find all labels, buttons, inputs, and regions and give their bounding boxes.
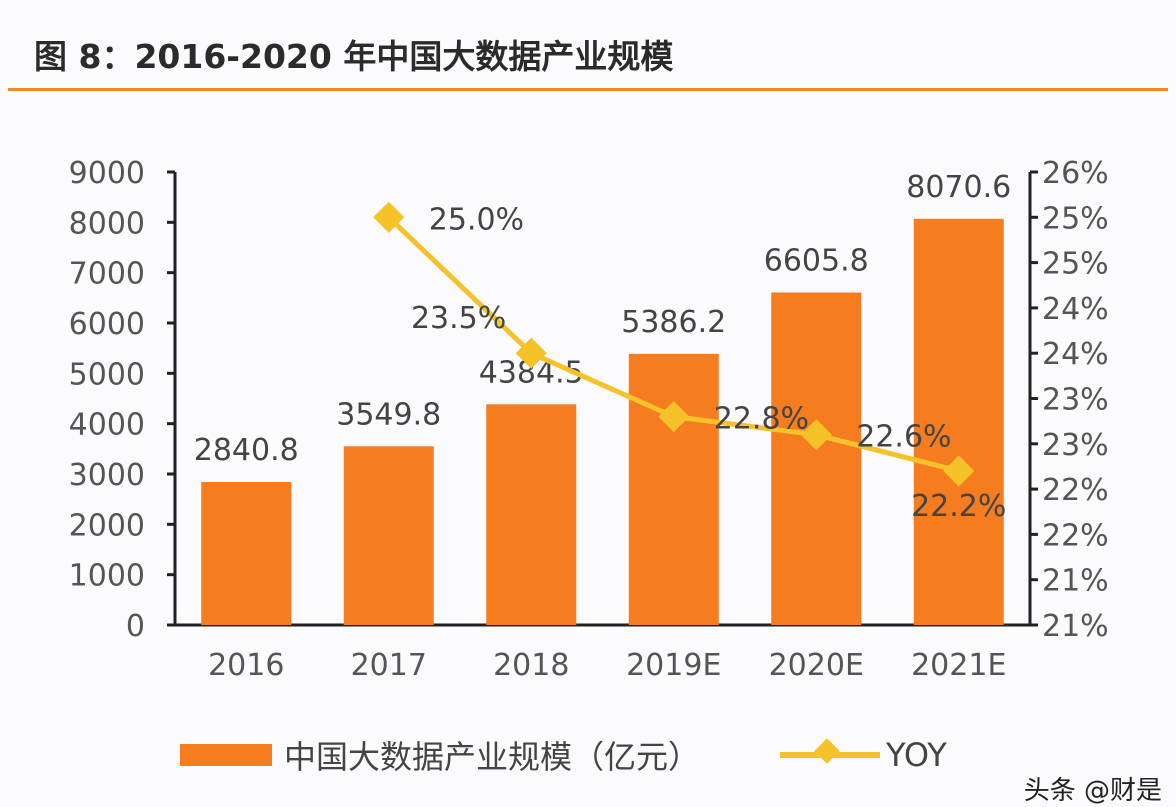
yoy-marker <box>658 401 690 433</box>
bar-value-label: 6605.8 <box>764 244 869 279</box>
right-tick-label: 22% <box>1042 473 1109 508</box>
bar <box>486 404 577 625</box>
legend-bar-swatch <box>180 744 272 766</box>
x-tick-label: 2017 <box>351 648 427 683</box>
x-tick-label: 2016 <box>208 648 284 683</box>
bar <box>628 353 719 625</box>
left-tick-label: 7000 <box>69 257 145 292</box>
left-tick-label: 0 <box>126 609 145 644</box>
yoy-value-label: 23.5% <box>411 301 506 336</box>
right-tick-label: 21% <box>1042 609 1109 644</box>
bar-value-label: 5386.2 <box>621 305 726 340</box>
bar-value-label: 3549.8 <box>336 397 441 432</box>
bar <box>913 218 1004 626</box>
yoy-value-label: 25.0% <box>429 202 524 237</box>
right-tick-label: 22% <box>1042 518 1109 553</box>
bar <box>771 292 862 625</box>
left-tick-label: 4000 <box>69 408 145 443</box>
legend-bar-label: 中国大数据产业规模（亿元） <box>284 738 701 776</box>
legend-line-label: YOY <box>886 736 947 774</box>
bar-value-label: 8070.6 <box>906 170 1011 205</box>
right-tick-label: 25% <box>1042 247 1109 282</box>
chart-title: 图 8：2016-2020 年中国大数据产业规模 <box>34 37 674 76</box>
right-tick-label: 21% <box>1042 564 1109 599</box>
yoy-marker <box>943 455 975 487</box>
left-tick-label: 8000 <box>69 206 145 241</box>
watermark: 头条 @财是 <box>1023 776 1162 806</box>
left-tick-label: 9000 <box>69 156 145 191</box>
bar <box>343 446 434 625</box>
left-tick-label: 2000 <box>69 508 145 543</box>
title-divider <box>8 88 1168 91</box>
left-tick-label: 6000 <box>69 307 145 342</box>
bar-value-label: 2840.8 <box>194 433 299 468</box>
right-tick-label: 24% <box>1042 337 1109 372</box>
left-tick-label: 3000 <box>69 458 145 493</box>
right-tick-label: 23% <box>1042 383 1109 418</box>
x-tick-label: 2021E <box>911 648 1006 683</box>
yoy-marker <box>373 201 405 233</box>
yoy-value-label: 22.8% <box>714 402 809 437</box>
right-tick-label: 26% <box>1042 156 1109 191</box>
x-tick-label: 2018 <box>493 648 569 683</box>
yoy-value-label: 22.2% <box>911 489 1006 524</box>
x-tick-label: 2020E <box>769 648 864 683</box>
right-tick-label: 25% <box>1042 201 1109 236</box>
right-tick-label: 23% <box>1042 428 1109 463</box>
yoy-marker <box>800 419 832 451</box>
bar <box>201 482 292 625</box>
right-tick-label: 24% <box>1042 292 1109 327</box>
legend: 中国大数据产业规模（亿元） YOY <box>180 732 947 778</box>
left-tick-label: 5000 <box>69 357 145 392</box>
yoy-marker <box>515 337 547 369</box>
x-tick-label: 2019E <box>626 648 721 683</box>
yoy-value-label: 22.6% <box>856 420 951 455</box>
legend-line-swatch <box>780 738 881 764</box>
left-tick-label: 1000 <box>69 559 145 594</box>
